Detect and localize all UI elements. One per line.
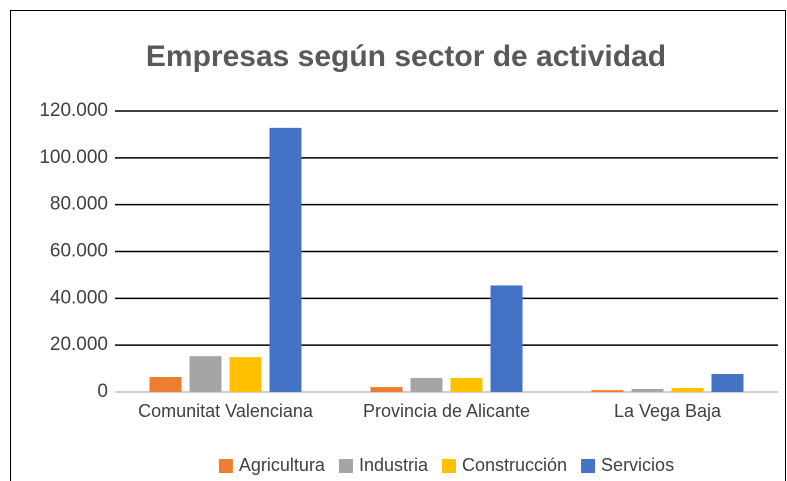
x-tick-label: Comunitat Valenciana [138, 401, 314, 421]
bar [450, 377, 483, 392]
bar [631, 388, 664, 392]
y-tick-label: 20.000 [50, 334, 108, 355]
legend-label: Construcción [462, 455, 567, 475]
bar [229, 357, 262, 392]
legend-swatch [442, 459, 457, 473]
bar [490, 285, 523, 392]
y-tick-label: 40.000 [50, 287, 108, 308]
y-tick-label: 100.000 [39, 147, 108, 168]
bar [370, 387, 403, 392]
legend-label: Industria [359, 455, 429, 475]
bar [269, 127, 302, 393]
bar [671, 388, 704, 392]
legend-swatch [581, 459, 596, 473]
bar [189, 356, 222, 392]
bar [711, 373, 744, 392]
chart-title: Empresas según sector de actividad [146, 40, 666, 73]
bar [591, 390, 624, 392]
y-tick-label: 60.000 [50, 241, 108, 262]
legend-label: Servicios [601, 455, 674, 475]
bar [149, 377, 182, 392]
legend-swatch [338, 459, 353, 473]
chart-frame [10, 10, 786, 481]
legend-label: Agricultura [239, 455, 326, 475]
y-tick-label: 80.000 [50, 194, 108, 215]
bar [410, 377, 443, 392]
x-tick-label: Provincia de Alicante [363, 401, 530, 421]
y-tick-label: 0 [97, 381, 108, 402]
y-tick-label: 120.000 [39, 100, 108, 121]
x-tick-label: La Vega Baja [614, 401, 722, 421]
legend-swatch [218, 459, 233, 473]
